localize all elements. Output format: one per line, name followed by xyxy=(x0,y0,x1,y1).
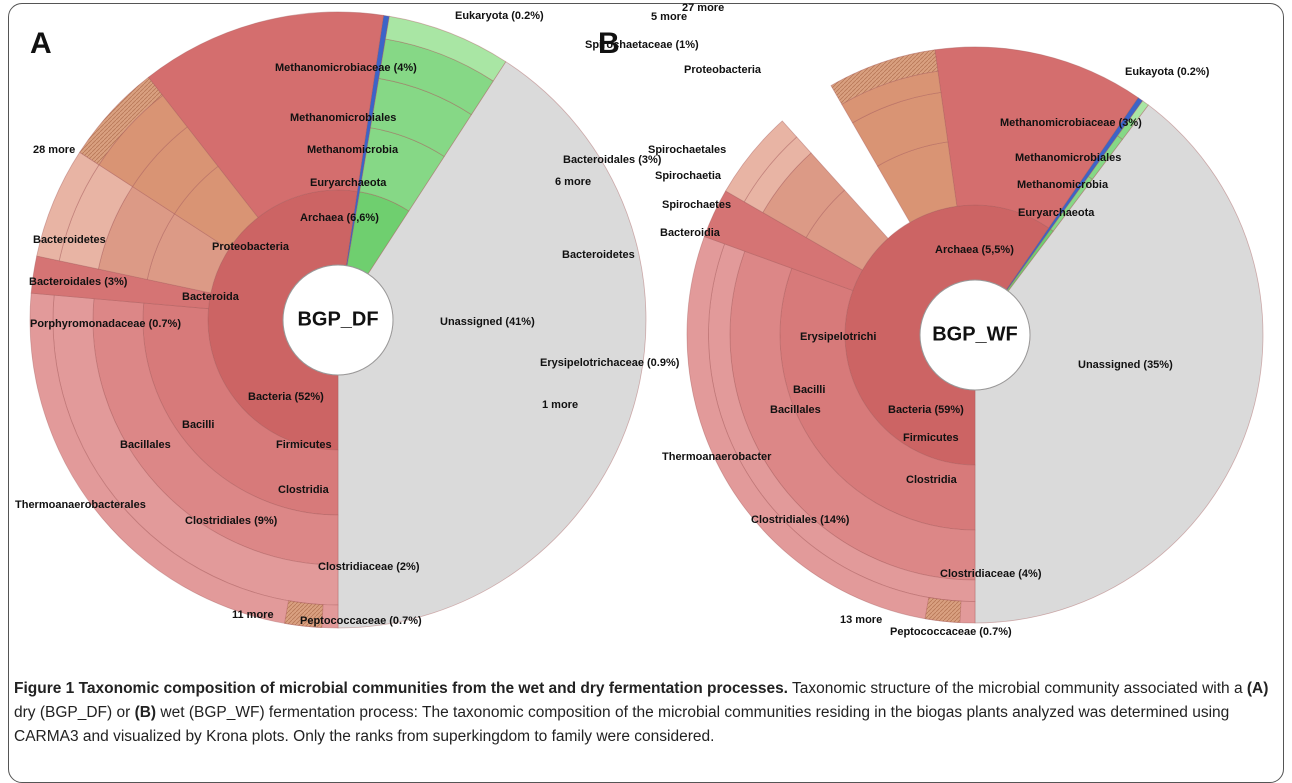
page: {"panels": [ {"letter": "A", "center": "… xyxy=(8,1,1284,783)
wedge xyxy=(934,46,1139,229)
segment-label: Methanomicrobiales xyxy=(290,112,396,124)
segment-label: Eukayota (0.2%) xyxy=(1125,66,1210,78)
segment-label: Peptococcaceae (0.7%) xyxy=(890,626,1012,638)
segment-label: 13 more xyxy=(840,614,882,626)
caption-title: Figure 1 Taxonomic composition of microb… xyxy=(14,680,788,697)
wedge xyxy=(703,190,863,292)
segment-label: Clostridia xyxy=(906,474,958,486)
segment-label: 1 more xyxy=(542,399,578,411)
wedge xyxy=(725,120,798,203)
segment-label: Proteobacteria xyxy=(212,241,290,253)
wedge xyxy=(708,243,976,602)
wedge xyxy=(29,292,339,629)
segment-label: Bacilli xyxy=(182,419,214,431)
segment-label: Bacteroidetes xyxy=(33,234,106,246)
segment-label: Bacteria (52%) xyxy=(248,391,324,403)
segment-label: Porphyromonadaceae (0.7%) xyxy=(30,318,181,330)
segment-label: Spirochaetales xyxy=(648,144,726,156)
segment-label: Clostridiales (14%) xyxy=(751,514,850,526)
segment-label: Bacteroidales (3%) xyxy=(29,276,128,288)
segment-label: Methanomicrobiaceae (4%) xyxy=(275,62,417,74)
caption-text: dry (BGP_DF) or xyxy=(14,704,135,721)
wedge xyxy=(359,127,445,212)
wedge xyxy=(1087,135,1124,180)
center-label: BGP_WF xyxy=(932,323,1018,345)
segment-label: Archaea (6,6%) xyxy=(300,212,379,224)
wedge xyxy=(370,77,472,158)
segment-label: Euryarchaeota xyxy=(310,177,387,189)
wedge xyxy=(284,600,324,628)
center-label: BGP_DF xyxy=(297,308,378,330)
segment-label: Eukaryota (0.2%) xyxy=(455,10,544,22)
segment-label: Spirochaetes xyxy=(662,199,731,211)
segment-label: Bacteroidales (3%) xyxy=(563,154,662,166)
krona-figure: A BGP_DF Methanomicrobiaceae (4%) Eukaryota… xyxy=(15,2,1264,638)
segment-label: Clostridiales (9%) xyxy=(185,515,278,527)
segment-label: Clostridia xyxy=(278,484,330,496)
wedge xyxy=(1050,175,1093,232)
segment-label: Archaea (5,5%) xyxy=(935,244,1014,256)
wedge xyxy=(743,136,812,214)
segment-label: Peptococcaceae (0.7%) xyxy=(300,615,422,627)
wedge xyxy=(1129,100,1149,123)
wedge xyxy=(36,151,100,262)
segment-label: 11 more xyxy=(232,609,274,621)
center-hole xyxy=(282,264,394,376)
segment-label: Spirochaetia xyxy=(655,170,722,182)
segment-label: Spirochaetaceae (1%) xyxy=(585,39,699,51)
segment-label: Unassigned (41%) xyxy=(440,316,535,328)
segment-label: Bacteroidetes xyxy=(562,249,635,261)
wedge xyxy=(1117,117,1136,140)
figure-caption: Figure 1 Taxonomic composition of microb… xyxy=(14,677,1276,749)
wedge xyxy=(378,38,494,116)
wedge xyxy=(142,302,339,516)
segment-label: Thermoanaerobacterales xyxy=(15,499,146,511)
segment-label: Bacillales xyxy=(770,404,821,416)
segment-label: 5 more xyxy=(651,11,687,23)
segment-label: Bacilli xyxy=(793,384,825,396)
wedge xyxy=(876,141,958,223)
segment-label: Bacteroidia xyxy=(660,227,721,239)
panel-letter: B xyxy=(598,27,620,60)
segment-label: Bacillales xyxy=(120,439,171,451)
wedge xyxy=(762,152,846,239)
segment-label: 28 more xyxy=(33,144,75,156)
segment-label: Erysipelotrichi xyxy=(800,331,876,343)
caption-text: Taxonomic structure of the microbial com… xyxy=(792,680,1247,697)
segment-label: Methanomicrobiaceae (3%) xyxy=(1000,117,1142,129)
wedge xyxy=(851,91,949,167)
segment-label: Clostridiaceae (2%) xyxy=(318,561,420,573)
segment-label: Proteobacteria xyxy=(684,64,762,76)
panel-letter: A xyxy=(30,27,52,60)
segment-label: 27 more xyxy=(682,2,724,14)
wedge xyxy=(173,165,259,250)
wedge xyxy=(841,70,942,124)
wedge xyxy=(805,189,889,271)
wedge xyxy=(131,126,219,215)
wedge xyxy=(830,49,939,105)
wedge xyxy=(79,76,164,166)
wedge xyxy=(924,596,962,624)
segment-label: 6 more xyxy=(555,176,591,188)
segment-label: Erysipelotrichaceae (0.9%) xyxy=(540,357,680,369)
segment-label: Methanomicrobia xyxy=(307,144,399,156)
segment-label: Methanomicrobia xyxy=(1017,179,1109,191)
segment-label: Clostridiaceae (4%) xyxy=(940,568,1042,580)
wedge xyxy=(147,11,384,219)
wedge xyxy=(385,15,507,82)
caption-text: (B) xyxy=(134,704,157,721)
segment-label: Euryarchaeota xyxy=(1018,207,1095,219)
center-hole xyxy=(919,279,1031,391)
wedge xyxy=(98,94,188,188)
segment-label: Bacteria (59%) xyxy=(888,404,964,416)
segment-label: Methanomicrobiales xyxy=(1015,152,1121,164)
segment-label: Bacteroida xyxy=(182,291,240,303)
segment-label: Unassigned (35%) xyxy=(1078,359,1173,371)
segment-label: Firmicutes xyxy=(276,439,332,451)
segment-label: Firmicutes xyxy=(903,432,959,444)
caption-text: (A) xyxy=(1246,680,1269,697)
segment-label: Thermoanaerobacter xyxy=(662,451,772,463)
caption-text: wet (BGP_WF) fermentation process: The t… xyxy=(14,704,1230,745)
